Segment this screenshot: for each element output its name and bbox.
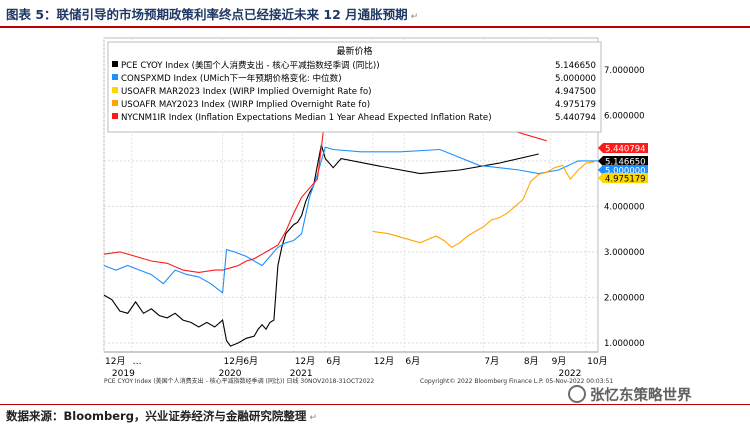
legend-swatch xyxy=(112,74,118,80)
value-flag-text: 5.000000 xyxy=(605,167,646,177)
watermark-text: 张忆东策略世界 xyxy=(590,388,692,404)
legend-entry-name: NYCNM1IR Index (Inflation Expectations M… xyxy=(121,113,492,123)
x-tick-label: 12月 xyxy=(224,356,244,367)
value-flag xyxy=(598,165,648,175)
legend-entry-name: USOAFR MAY2023 Index (WIRP Implied Overn… xyxy=(121,100,370,110)
heading-rule xyxy=(0,26,750,28)
legend-entry-value: 5.146650 xyxy=(555,61,596,71)
chart-container: 1.000000 2.000000 3.000000 4.000000 5.000000… xyxy=(0,30,750,402)
wechat-icon xyxy=(568,385,586,403)
x-tick-label: 7月 xyxy=(484,356,499,367)
source-text: 数据来源：Bloomberg，兴业证券经济与金融研究院整理 xyxy=(6,409,307,423)
legend-entry-value: 5.440794 xyxy=(555,113,596,123)
watermark: 张忆东策略世界 xyxy=(568,384,692,405)
value-flag xyxy=(598,156,648,166)
legend-title: 最新价格 xyxy=(336,45,372,57)
value-flag xyxy=(598,173,648,183)
series-line xyxy=(103,146,598,294)
paragraph-mark: ↵ xyxy=(309,413,317,423)
x-tick-label: 9月 xyxy=(552,356,567,367)
x-tick-label: 6月 xyxy=(405,356,420,367)
source-line: 数据来源：Bloomberg，兴业证券经济与金融研究院整理 ↵ xyxy=(6,408,317,424)
y-tick-label: 2.000000 xyxy=(604,293,645,303)
legend-swatch xyxy=(112,100,118,106)
x-year-label: 2022 xyxy=(558,369,581,379)
x-tick-label: 6月 xyxy=(326,356,341,367)
x-year-label: 2019 xyxy=(112,369,135,379)
x-tick-label: 12月 xyxy=(105,356,125,367)
x-tick-label: 12月 xyxy=(374,356,394,367)
legend-entry-value: 5.000000 xyxy=(555,74,596,84)
legend-entry-name: CONSPXMD Index (UMich下一年预期价格变化: 中位数) xyxy=(121,72,342,84)
figure-heading: 图表 5：联储引导的市场预期政策利率终点已经接近未来 12 月通胀预期 ↵ xyxy=(6,4,744,26)
legend-entry-name: USOAFR MAR2023 Index (WIRP Implied Overn… xyxy=(121,87,371,97)
x-tick-label: 10月 xyxy=(587,356,607,367)
chart-footer-left: PCE CYOY Index (美国个人消费支出 - 核心平减指数经季调 (同比… xyxy=(104,377,374,385)
series-line xyxy=(372,161,595,248)
legend-entry-name: PCE CYOY Index (美国个人消费支出 - 核心平减指数经季调 (同比… xyxy=(121,59,380,71)
x-tick-label: 6月 xyxy=(243,356,258,367)
value-flag-text: 5.440794 xyxy=(605,145,646,155)
x-year-label: 2020 xyxy=(219,369,242,379)
series-line xyxy=(103,144,539,347)
y-tick-label: 1.000000 xyxy=(604,339,645,349)
legend-box xyxy=(107,41,602,133)
x-tick-label: … xyxy=(133,357,142,367)
x-tick-label: 8月 xyxy=(524,356,539,367)
y-tick-label: 4.000000 xyxy=(604,202,645,212)
x-year-label: 2021 xyxy=(290,369,313,379)
legend-entry-value: 4.975179 xyxy=(555,100,596,110)
source-rule xyxy=(0,404,750,405)
y-tick-label: 3.000000 xyxy=(604,248,645,258)
value-flag-text: 5.146650 xyxy=(605,158,646,168)
legend-swatch xyxy=(112,87,118,93)
paragraph-mark: ↵ xyxy=(410,12,419,22)
chart-svg: 1.000000 2.000000 3.000000 4.000000 5.000000… xyxy=(103,37,648,385)
value-flag xyxy=(598,143,648,153)
legend-swatch xyxy=(112,61,118,67)
y-tick-label: 6.000000 xyxy=(604,111,645,121)
legend-entry-value: 4.947500 xyxy=(555,87,596,97)
value-flag-text: 4.975179 xyxy=(605,175,646,185)
chart-footer-right: Copyright© 2022 Bloomberg Finance L.P. 0… xyxy=(420,378,613,385)
y-tick-label: 7.000000 xyxy=(604,66,645,76)
legend-swatch xyxy=(112,113,118,119)
x-tick-label: 12月 xyxy=(295,356,315,367)
figure-title: 图表 5：联储引导的市场预期政策利率终点已经接近未来 12 月通胀预期 xyxy=(6,7,408,22)
